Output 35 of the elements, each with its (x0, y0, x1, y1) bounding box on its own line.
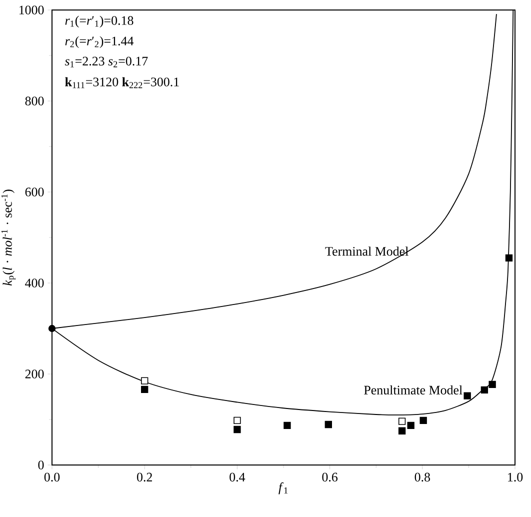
y-tick-label: 400 (25, 278, 44, 288)
y-tick-label: 1000 (19, 6, 44, 14)
point (505, 254, 513, 262)
annotation: Terminal Model (325, 246, 408, 256)
point (141, 377, 148, 384)
annotation: r$_{1}$(=r′$_{1}$)=0.18 (65, 16, 134, 28)
point (480, 386, 488, 394)
x-tick-label: 0.0 (44, 472, 60, 482)
annotation: s$_{1}$=2.23 s$_{2}$=0.17 (64, 56, 148, 68)
annotation: r$_{2}$(=r′$_{2}$)=1.44 (65, 36, 134, 48)
point (488, 380, 496, 388)
y-tick-label: 0 (38, 460, 44, 470)
x-axis-title: f$_{1}$ (278, 482, 288, 494)
point (398, 427, 406, 434)
point (141, 386, 148, 394)
point (234, 426, 241, 434)
point (464, 392, 471, 400)
x-tick-label: 1.0 (508, 472, 523, 482)
point (420, 416, 427, 424)
y-tick-label: 200 (25, 370, 44, 378)
annotation: k$_{111}$=3120 k$_{222}$=300.1 (65, 77, 179, 88)
point (407, 422, 414, 429)
point (284, 422, 291, 429)
annotation: Penultimate Model (364, 385, 462, 394)
point (48, 324, 56, 332)
y-tick-label: 600 (25, 188, 44, 196)
point (398, 418, 406, 425)
x-tick-label: 0.4 (230, 472, 246, 482)
text: k$_{p}$(l · mol$^{-1}$ · sec$^{-1}$) (1, 190, 16, 286)
point (234, 416, 241, 424)
point (324, 420, 332, 428)
y-tick-label: 800 (25, 96, 44, 106)
x-tick-label: 0.6 (322, 472, 338, 482)
x-tick-label: 0.8 (414, 472, 430, 482)
x-tick-label: 0.2 (137, 472, 152, 482)
